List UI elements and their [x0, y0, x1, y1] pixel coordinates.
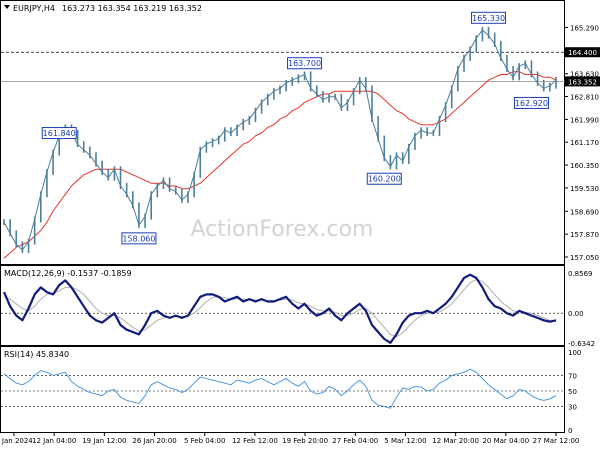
price-y-tick-label: 157.050	[570, 254, 599, 262]
rsi-line	[3, 368, 557, 409]
annotation-label: 158.060	[122, 234, 155, 243]
annotation-box	[513, 96, 549, 109]
price-y-tick-label: 161.170	[570, 139, 599, 147]
price-y-tick-label: 165.290	[570, 24, 599, 32]
rsi-y-tick-label: 100	[568, 349, 581, 357]
price-y-tick-label: 161.990	[570, 116, 599, 124]
annotation-label: 165.330	[472, 14, 505, 23]
x-tick-label: 19 Feb 20:00	[282, 437, 328, 445]
rsi-y-tick-label: 70	[568, 372, 577, 380]
price-y-tick-label: 157.870	[570, 231, 599, 239]
price-y-tick-label: 158.690	[570, 208, 599, 216]
annotation-label: 161.840	[43, 129, 76, 138]
x-tick-label: 19 Jan 12:00	[82, 437, 126, 445]
x-tick-label: 27 Feb 04:00	[332, 437, 378, 445]
x-tick-label: 4 Jan 2024	[0, 437, 33, 445]
hline-label-0: 164.400	[568, 49, 597, 57]
annotation-box	[287, 57, 323, 70]
x-tick-label: 26 Jan 20:00	[132, 437, 176, 445]
macd-signal-line	[3, 278, 557, 338]
price-layer: 165.290 164.400 163.630 162.810 161.990 161.1…	[1, 11, 600, 262]
price-y-tick-label: 163.630	[570, 71, 599, 79]
hline-label-box-0	[565, 47, 600, 58]
macd-y-tick-label: 0.00	[568, 310, 584, 318]
price-panel-frame	[0, 0, 565, 265]
x-tick-label: 5 Feb 04:00	[184, 437, 225, 445]
macd-y-tick-label: 0.8569	[568, 270, 593, 278]
header-icon	[4, 5, 10, 9]
rsi-y-tick-label: 0	[568, 427, 572, 435]
rsi-y-tick-label: 30	[568, 404, 577, 412]
symbol-label: EURJPY,H4	[13, 4, 55, 13]
hline-label-box-1	[565, 76, 600, 87]
hline-label-1: 163.352	[568, 78, 597, 86]
ohlc-label: 163.273 163.354 163.219 163.352	[62, 4, 202, 13]
price-y-tick-label: 160.350	[570, 162, 599, 170]
watermark: ActionForex.com	[191, 217, 374, 242]
rsi-panel-frame	[0, 346, 565, 433]
moving-average-line	[3, 71, 557, 259]
annotation-box	[471, 11, 507, 24]
macd-y-tick-label: -0.6342	[568, 340, 595, 348]
macd-layer: 0.8569 0.00 -0.6342	[1, 270, 595, 348]
x-tick-label: 12 Feb 12:00	[232, 437, 278, 445]
x-tick-label: 20 Mar 04:00	[482, 437, 529, 445]
annotation-box	[41, 127, 77, 140]
rsi-title: RSI(14) 45.8340	[4, 350, 69, 359]
rsi-y-tick-label: 50	[568, 388, 577, 396]
annotation-label: 162.920	[515, 99, 548, 108]
annotation-box	[121, 232, 157, 245]
x-tick-label: 12 Jan 04:00	[32, 437, 76, 445]
price-line	[3, 29, 557, 251]
annotation-label: 163.700	[288, 59, 321, 68]
rsi-layer: 100 70 50 30 0	[1, 349, 581, 435]
price-y-tick-label: 159.530	[570, 185, 599, 193]
price-y-tick-label: 162.810	[570, 94, 599, 102]
macd-line	[2, 273, 557, 344]
annotation-label: 160.200	[368, 175, 401, 184]
x-tick-label: 27 Mar 12:00	[533, 437, 580, 445]
x-tick-label: 5 Mar 12:00	[384, 437, 426, 445]
macd-title: MACD(12,26,9) -0.1537 -0.1859	[4, 269, 132, 278]
macd-panel-frame	[0, 265, 565, 346]
x-tick-label: 12 Mar 20:00	[432, 437, 479, 445]
annotation-box	[366, 172, 402, 185]
